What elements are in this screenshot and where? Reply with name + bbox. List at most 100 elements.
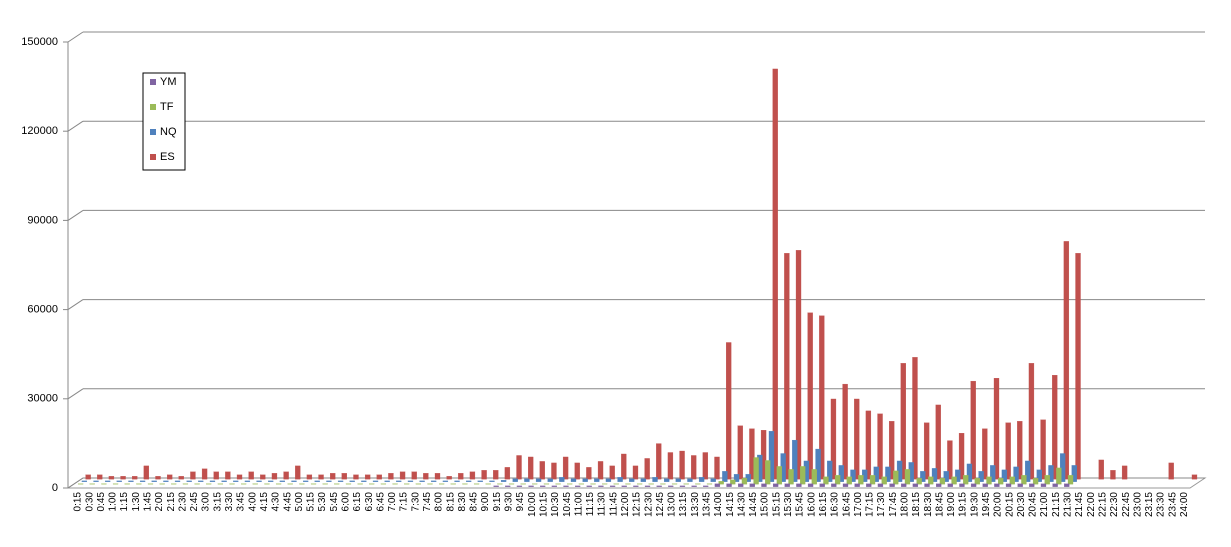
x-tick-label: 4:15 — [259, 492, 270, 512]
x-tick-label: 8:45 — [469, 492, 480, 512]
bar — [1029, 483, 1035, 487]
bar — [1052, 483, 1058, 487]
bar — [493, 470, 499, 480]
bar — [551, 485, 558, 487]
bar — [947, 483, 953, 487]
legend-swatch — [150, 154, 156, 160]
bar — [648, 483, 654, 485]
x-tick-label: 1:00 — [108, 492, 119, 512]
bar — [380, 483, 387, 485]
legend-label: NQ — [160, 126, 177, 138]
bar — [788, 469, 794, 485]
bar — [691, 455, 697, 480]
x-tick-label: 9:30 — [504, 492, 515, 512]
bar — [714, 456, 720, 480]
x-tick-label: 5:30 — [317, 492, 328, 512]
bar — [760, 430, 767, 480]
bar — [877, 483, 884, 487]
bar — [811, 469, 817, 485]
bar — [807, 312, 813, 480]
x-tick-label: 14:45 — [748, 492, 759, 517]
bar — [741, 478, 748, 485]
bar — [702, 452, 709, 480]
x-tick-label: 12:30 — [643, 492, 654, 517]
bar — [326, 480, 332, 482]
x-tick-label: 20:00 — [993, 492, 1004, 517]
bar — [182, 483, 189, 485]
bar — [738, 483, 744, 487]
bar — [1013, 466, 1019, 482]
bar — [1168, 462, 1174, 480]
x-tick-label: 13:00 — [667, 492, 678, 517]
legend-label: ES — [160, 151, 175, 163]
bar — [889, 421, 895, 480]
bar — [609, 485, 616, 487]
bar — [679, 485, 686, 487]
grid-line-side — [67, 120, 84, 132]
bar — [586, 467, 592, 480]
bar — [287, 483, 293, 485]
bar — [353, 474, 359, 480]
x-tick-label: 12:15 — [632, 492, 643, 517]
x-tick-label: 14:15 — [725, 492, 736, 517]
bar — [846, 476, 852, 485]
bar — [625, 483, 631, 485]
bar — [726, 483, 732, 487]
bar — [772, 483, 779, 487]
bar — [1005, 483, 1012, 487]
bar — [419, 480, 425, 482]
bar — [936, 483, 942, 487]
x-tick-label: 23:45 — [1167, 492, 1178, 517]
x-tick-label: 17:00 — [853, 492, 864, 517]
bar — [213, 471, 219, 480]
x-tick-label: 7:45 — [422, 492, 433, 512]
bar — [201, 468, 208, 480]
grid-line-side — [67, 299, 84, 311]
bar — [268, 480, 274, 482]
x-tick-label: 5:15 — [306, 492, 317, 512]
x-tick-label: 19:15 — [958, 492, 969, 517]
bar — [993, 378, 1000, 480]
bar — [986, 476, 992, 485]
bar — [190, 471, 196, 480]
x-tick-label: 0:30 — [84, 492, 95, 512]
bar — [590, 483, 596, 485]
bar — [943, 471, 949, 482]
bar — [314, 480, 320, 482]
bar — [831, 483, 837, 487]
x-tick-label: 15:45 — [795, 492, 806, 517]
x-tick-label: 16:45 — [841, 492, 852, 517]
bar — [171, 483, 177, 485]
bar — [543, 483, 550, 485]
bar — [842, 483, 849, 487]
bar — [854, 398, 860, 480]
x-tick-label: 22:00 — [1086, 492, 1097, 517]
bar — [563, 485, 569, 487]
bar — [241, 483, 247, 485]
bar — [881, 476, 887, 485]
bar — [229, 483, 235, 485]
bar — [842, 383, 848, 480]
bar — [318, 474, 324, 480]
bar — [489, 480, 495, 482]
x-tick-label: 9:15 — [492, 492, 503, 512]
bar — [302, 480, 309, 482]
bar — [730, 479, 736, 485]
bar — [275, 483, 282, 485]
bar — [209, 480, 216, 482]
legend-swatch — [150, 79, 156, 85]
bar — [105, 480, 111, 482]
bar — [776, 466, 783, 485]
x-tick-label: 0:45 — [96, 492, 107, 512]
bar — [260, 474, 266, 480]
bar — [388, 473, 394, 480]
bar — [528, 456, 534, 480]
bar — [434, 473, 441, 480]
bar — [683, 483, 689, 485]
bar — [101, 483, 107, 485]
bar — [703, 485, 709, 487]
x-tick-label: 18:30 — [923, 492, 934, 517]
x-tick-label: 7:15 — [399, 492, 410, 512]
bar — [512, 478, 518, 482]
bar — [660, 483, 666, 485]
